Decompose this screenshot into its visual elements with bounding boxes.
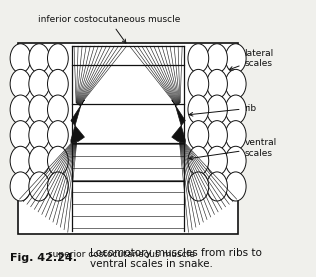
Ellipse shape [207,121,228,150]
Ellipse shape [207,69,228,99]
Ellipse shape [29,172,50,201]
Ellipse shape [188,172,209,201]
Text: Locomotory muscles from ribs to: Locomotory muscles from ribs to [90,248,262,258]
Ellipse shape [47,146,68,175]
Ellipse shape [207,172,228,201]
Ellipse shape [29,44,50,73]
Ellipse shape [47,44,68,73]
Ellipse shape [10,44,31,73]
Ellipse shape [47,69,68,99]
Ellipse shape [29,95,50,124]
Ellipse shape [10,146,31,175]
Ellipse shape [188,95,209,124]
Text: ventral scales in snake.: ventral scales in snake. [90,260,213,270]
Text: Fig. 42.24.: Fig. 42.24. [10,253,77,263]
Ellipse shape [188,121,209,150]
Ellipse shape [188,44,209,73]
Ellipse shape [47,121,68,150]
Ellipse shape [10,172,31,201]
Ellipse shape [29,146,50,175]
Text: inferior costocutaneous muscle: inferior costocutaneous muscle [38,15,180,43]
Ellipse shape [29,69,50,99]
Ellipse shape [225,95,246,124]
Text: superior costocutaneous muscle: superior costocutaneous muscle [48,250,195,259]
Polygon shape [71,100,84,143]
Ellipse shape [225,121,246,150]
Ellipse shape [10,121,31,150]
Ellipse shape [207,95,228,124]
Ellipse shape [10,95,31,124]
Ellipse shape [225,69,246,99]
Bar [18,43,238,234]
Ellipse shape [47,95,68,124]
Text: lateral
scales: lateral scales [229,49,274,70]
Text: ventral
scales: ventral scales [189,138,277,160]
Ellipse shape [10,69,31,99]
Ellipse shape [207,44,228,73]
Ellipse shape [225,146,246,175]
Ellipse shape [29,121,50,150]
Ellipse shape [188,146,209,175]
Ellipse shape [188,69,209,99]
Ellipse shape [207,146,228,175]
Polygon shape [172,100,185,143]
Text: rib: rib [189,104,257,116]
Ellipse shape [47,172,68,201]
Ellipse shape [225,44,246,73]
Ellipse shape [225,172,246,201]
